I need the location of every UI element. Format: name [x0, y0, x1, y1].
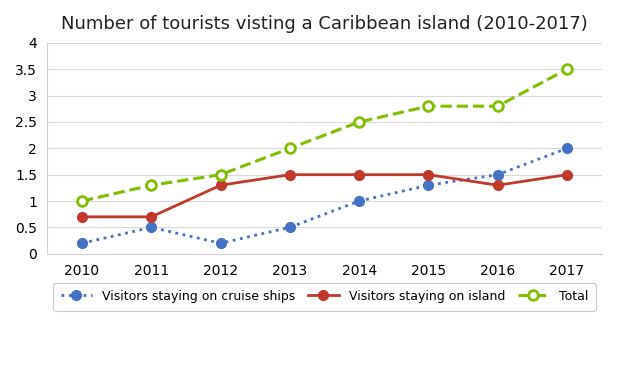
Legend: Visitors staying on cruise ships, Visitors staying on island, Total: Visitors staying on cruise ships, Visito…: [53, 283, 596, 311]
Title: Number of tourists visting a Caribbean island (2010-2017): Number of tourists visting a Caribbean i…: [61, 15, 588, 33]
